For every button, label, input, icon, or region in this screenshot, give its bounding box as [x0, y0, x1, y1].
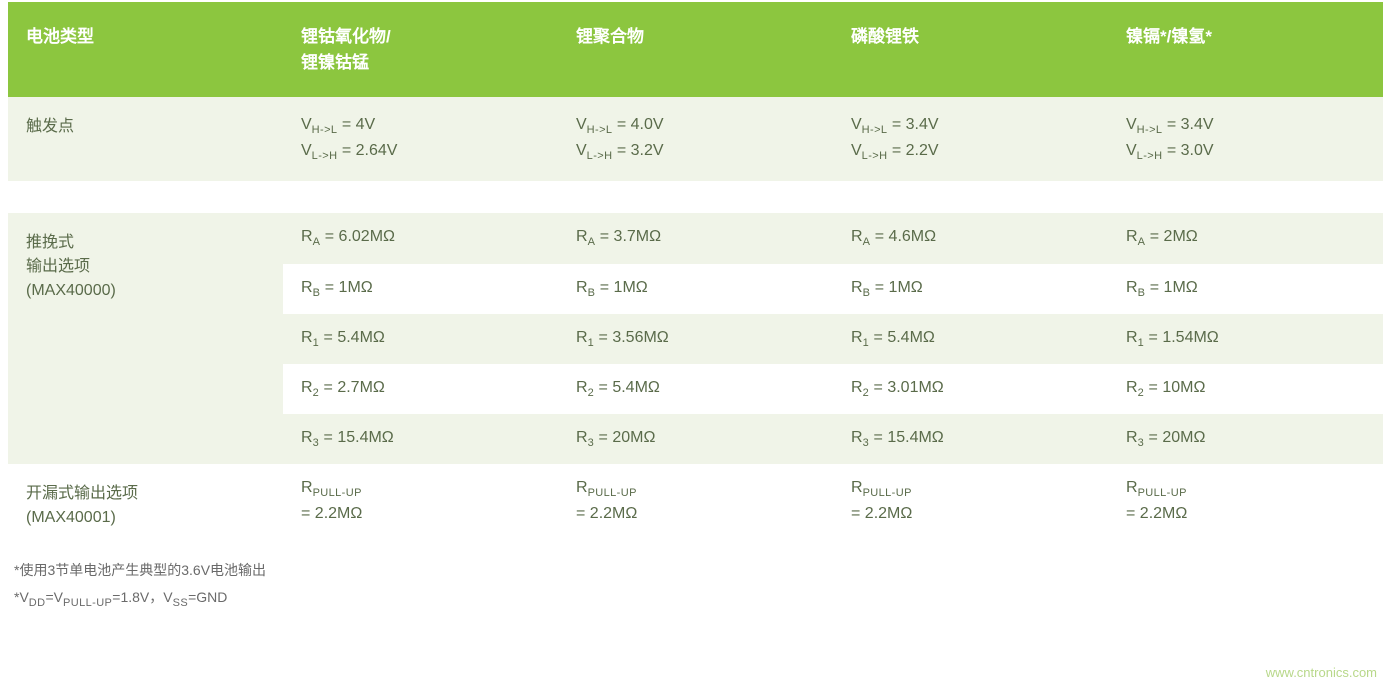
r1-c4: R1 = 1.54MΩ: [1108, 314, 1383, 364]
row-trigger: 触发点 VH->L = 4V VL->H = 2.64V VH->L = 4.0…: [8, 97, 1383, 181]
trigger-c3-hl: VH->L = 3.4V: [851, 113, 1090, 139]
header-battery-type: 电池类型: [8, 2, 283, 97]
trigger-c2-hl: VH->L = 4.0V: [576, 113, 815, 139]
r2-c1: R2 = 2.7MΩ: [283, 364, 558, 414]
label-pushpull: 推挽式输出选项(MAX40000): [8, 213, 283, 464]
r1-c2: R1 = 3.56MΩ: [558, 314, 833, 364]
r3-c4: R3 = 20MΩ: [1108, 414, 1383, 464]
label-opendrain: 开漏式输出选项(MAX40001): [8, 464, 283, 548]
battery-spec-table: 电池类型 锂钴氧化物/锂镍钴锰 锂聚合物 磷酸锂铁 镍镉*/镍氢* 触发点 VH…: [8, 2, 1383, 548]
r3-c1: R3 = 15.4MΩ: [283, 414, 558, 464]
ra-c4: RA = 2MΩ: [1108, 213, 1383, 263]
header-lifepo4: 磷酸锂铁: [833, 2, 1108, 97]
opendrain-c1: RPULL-UP= 2.2MΩ: [283, 464, 558, 548]
trigger-c4: VH->L = 3.4V VL->H = 3.0V: [1108, 97, 1383, 181]
r1-c1: R1 = 5.4MΩ: [283, 314, 558, 364]
r3-c2: R3 = 20MΩ: [558, 414, 833, 464]
trigger-c3-lh: VL->H = 2.2V: [851, 139, 1090, 165]
r2-c3: R2 = 3.01MΩ: [833, 364, 1108, 414]
ra-c2: RA = 3.7MΩ: [558, 213, 833, 263]
r2-c4: R2 = 10MΩ: [1108, 364, 1383, 414]
header-licoo2-linmc: 锂钴氧化物/锂镍钴锰: [283, 2, 558, 97]
trigger-c4-hl: VH->L = 3.4V: [1126, 113, 1365, 139]
footnote-1: *使用3节单电池产生典型的3.6V电池输出: [14, 558, 1393, 583]
rb-c1: RB = 1MΩ: [283, 264, 558, 314]
spacer-row: [8, 181, 1383, 213]
r2-c2: R2 = 5.4MΩ: [558, 364, 833, 414]
footnotes: *使用3节单电池产生典型的3.6V电池输出 *VDD=VPULL-UP=1.8V…: [14, 558, 1393, 614]
opendrain-c4: RPULL-UP= 2.2MΩ: [1108, 464, 1383, 548]
footnote-2: *VDD=VPULL-UP=1.8V，VSS=GND: [14, 585, 1393, 614]
trigger-c4-lh: VL->H = 3.0V: [1126, 139, 1365, 165]
trigger-c1: VH->L = 4V VL->H = 2.64V: [283, 97, 558, 181]
opendrain-c2: RPULL-UP= 2.2MΩ: [558, 464, 833, 548]
rb-c3: RB = 1MΩ: [833, 264, 1108, 314]
opendrain-c3: RPULL-UP= 2.2MΩ: [833, 464, 1108, 548]
ra-c3: RA = 4.6MΩ: [833, 213, 1108, 263]
table-header-row: 电池类型 锂钴氧化物/锂镍钴锰 锂聚合物 磷酸锂铁 镍镉*/镍氢*: [8, 2, 1383, 97]
r1-c3: R1 = 5.4MΩ: [833, 314, 1108, 364]
trigger-c1-lh: VL->H = 2.64V: [301, 139, 540, 165]
row-opendrain: 开漏式输出选项(MAX40001) RPULL-UP= 2.2MΩ RPULL-…: [8, 464, 1383, 548]
r3-c3: R3 = 15.4MΩ: [833, 414, 1108, 464]
row-ra: 推挽式输出选项(MAX40000) RA = 6.02MΩ RA = 3.7MΩ…: [8, 213, 1383, 263]
trigger-c2-lh: VL->H = 3.2V: [576, 139, 815, 165]
trigger-c2: VH->L = 4.0V VL->H = 3.2V: [558, 97, 833, 181]
rb-c2: RB = 1MΩ: [558, 264, 833, 314]
label-trigger: 触发点: [8, 97, 283, 181]
trigger-c1-hl: VH->L = 4V: [301, 113, 540, 139]
watermark: www.cntronics.com: [1266, 665, 1377, 680]
header-nicd-nimh: 镍镉*/镍氢*: [1108, 2, 1383, 97]
ra-c1: RA = 6.02MΩ: [283, 213, 558, 263]
rb-c4: RB = 1MΩ: [1108, 264, 1383, 314]
header-lipolymer: 锂聚合物: [558, 2, 833, 97]
trigger-c3: VH->L = 3.4V VL->H = 2.2V: [833, 97, 1108, 181]
